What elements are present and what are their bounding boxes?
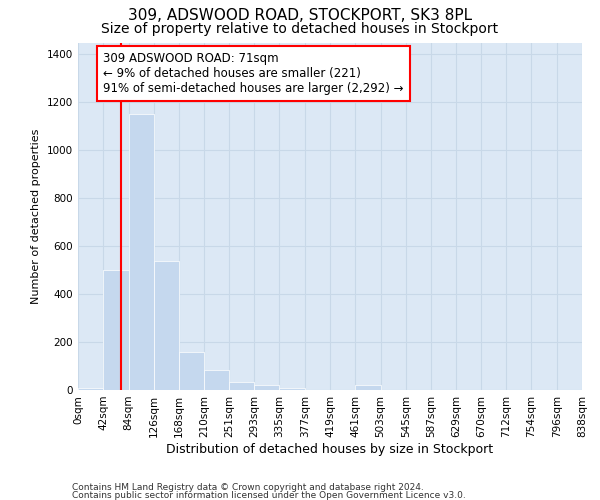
Text: 309, ADSWOOD ROAD, STOCKPORT, SK3 8PL: 309, ADSWOOD ROAD, STOCKPORT, SK3 8PL — [128, 8, 472, 22]
Bar — [229, 382, 254, 390]
Bar — [103, 270, 128, 390]
Bar — [205, 370, 229, 390]
Bar — [280, 388, 305, 390]
Text: Contains public sector information licensed under the Open Government Licence v3: Contains public sector information licen… — [72, 491, 466, 500]
Text: Size of property relative to detached houses in Stockport: Size of property relative to detached ho… — [101, 22, 499, 36]
Y-axis label: Number of detached properties: Number of detached properties — [31, 128, 41, 304]
Bar — [355, 385, 380, 390]
Bar — [78, 388, 103, 390]
Text: 309 ADSWOOD ROAD: 71sqm
← 9% of detached houses are smaller (221)
91% of semi-de: 309 ADSWOOD ROAD: 71sqm ← 9% of detached… — [103, 52, 404, 95]
X-axis label: Distribution of detached houses by size in Stockport: Distribution of detached houses by size … — [166, 442, 494, 456]
Bar — [179, 352, 205, 390]
Text: Contains HM Land Registry data © Crown copyright and database right 2024.: Contains HM Land Registry data © Crown c… — [72, 484, 424, 492]
Bar — [128, 114, 154, 390]
Bar — [154, 260, 179, 390]
Bar — [254, 385, 280, 390]
